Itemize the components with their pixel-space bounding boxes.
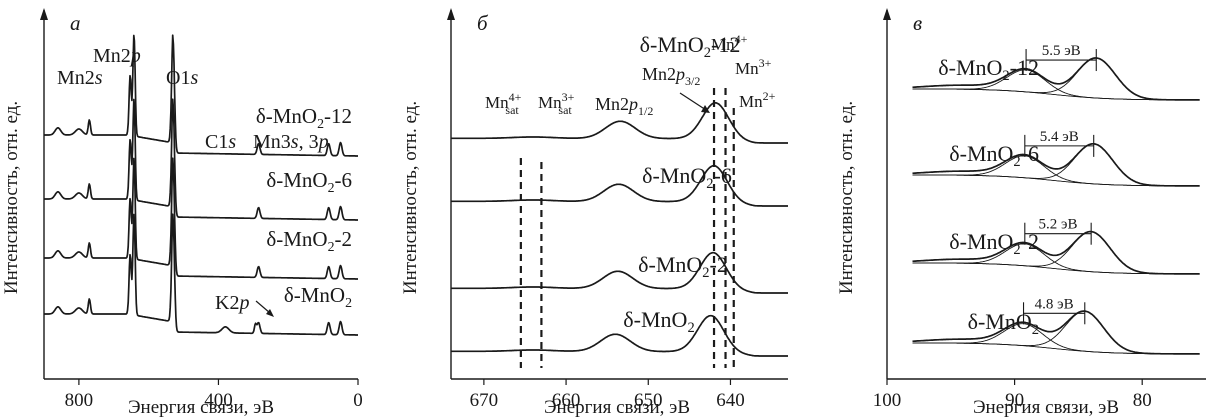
series-label: δ-MnO2-6 — [266, 168, 352, 195]
peak-label: C1s — [205, 131, 236, 153]
y-axis-arrow — [40, 8, 48, 20]
splitting-label: 5.4 эВ — [1040, 129, 1079, 145]
x-axis-label: Энергия связи, эВ — [544, 397, 690, 417]
panel-letter: в — [913, 11, 922, 35]
k2p-pointer — [255, 300, 271, 314]
splitting-label: 4.8 эВ — [1035, 296, 1074, 312]
p32-arrowhead — [701, 105, 710, 113]
panel-mn2p: 670 660 650 640 Энергия связи, эВ Интенсивнос… — [400, 8, 789, 417]
fit-component — [912, 310, 1200, 355]
series-label: δ-MnO2-12 — [640, 32, 741, 61]
x-tick-label: 400 — [204, 390, 233, 411]
x-tick-label: 100 — [873, 390, 902, 411]
orbital-label: Mn2p3/2 — [642, 64, 700, 88]
peak-label: O1s — [166, 67, 198, 89]
orbital-label: Mn2p1/2 — [595, 94, 653, 118]
x-tick-label: 640 — [716, 390, 745, 411]
y-axis-arrow — [447, 8, 455, 20]
k2p-arrowhead — [266, 309, 274, 317]
panel-letter: а — [70, 11, 81, 35]
mn3s-spectrum — [912, 310, 1200, 355]
x-tick-label: 650 — [634, 390, 663, 411]
mn3s-spectrum — [912, 230, 1200, 275]
ion-label: Mn3+ — [735, 56, 772, 78]
x-tick-label: 800 — [65, 390, 94, 411]
mn3s-spectrum — [912, 142, 1200, 187]
peak-label: K2p — [215, 292, 249, 314]
x-tick-label: 670 — [470, 390, 499, 411]
mn2p-spectrum — [450, 164, 789, 207]
mn2p-spectrum — [450, 251, 789, 294]
mn3s-spectrum — [912, 57, 1200, 101]
series-label: δ-MnO2 — [968, 309, 1039, 338]
series-label: δ-MnO2 — [284, 283, 352, 310]
survey-spectrum — [43, 34, 359, 157]
series-label: δ-MnO2-6 — [949, 141, 1039, 170]
background-line — [912, 342, 1200, 355]
x-axis-label: Энергия связи, эВ — [128, 397, 274, 417]
series-label: δ-MnO2-12 — [938, 55, 1039, 84]
x-tick-label: 80 — [1133, 390, 1152, 411]
y-axis-label: Интенсивность, отн. ед. — [400, 101, 421, 294]
splitting-label: 5.2 эВ — [1039, 217, 1078, 233]
peak-label: Mn2p — [93, 45, 141, 67]
peak-label: Mn2s — [57, 67, 103, 89]
survey-spectrum — [43, 157, 359, 280]
ion-label: Mn3+ sat — [538, 90, 575, 117]
survey-spectrum — [43, 98, 359, 221]
background-line — [912, 262, 1200, 275]
mn2p-spectrum — [450, 314, 789, 357]
series-label: δ-MnO2-12 — [256, 104, 352, 131]
x-tick-label: 90 — [1005, 390, 1024, 411]
peak-label: Mn3s, 3p — [253, 131, 329, 153]
ion-label: Mn4+ — [711, 32, 748, 54]
x-tick-label: 0 — [353, 390, 363, 411]
panel-mn3s: 100 90 80 Энергия связи, эВ Интенсивность, о… — [836, 8, 1206, 417]
p32-pointer — [679, 92, 707, 111]
y-axis-label: Интенсивность, отн. ед. — [836, 101, 857, 294]
mn2p-spectrum — [450, 101, 789, 144]
ion-label: Mn4+ sat — [485, 90, 522, 117]
series-label: δ-MnO2 — [623, 307, 694, 336]
ion-label: Mn2+ — [739, 89, 776, 111]
x-axis-label: Энергия связи, эВ — [973, 397, 1119, 417]
splitting-label: 5.5 эВ — [1042, 43, 1081, 59]
panel-letter: б — [477, 11, 489, 35]
x-tick-label: 660 — [552, 390, 581, 411]
series-label: δ-MnO2-6 — [642, 163, 732, 192]
y-axis-arrow — [883, 8, 891, 20]
panel-survey: 800 400 0 Энергия связи, эВ Интенсивность, о… — [1, 8, 363, 417]
series-label: δ-MnO2-2 — [266, 227, 352, 254]
y-axis-label: Интенсивность, отн. ед. — [1, 101, 22, 294]
series-label: δ-MnO2-2 — [949, 229, 1039, 258]
background-line — [912, 174, 1200, 187]
survey-spectrum — [43, 213, 359, 336]
